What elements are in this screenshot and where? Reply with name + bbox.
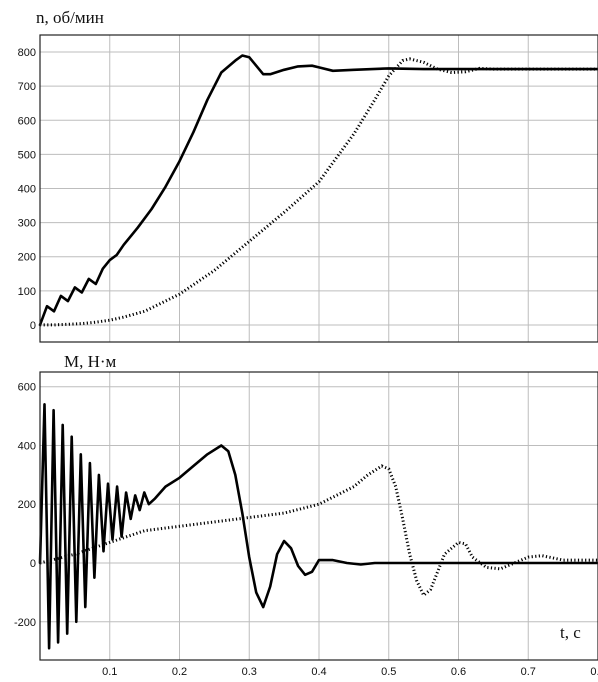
torque-x-tick-label: 0.3 xyxy=(242,666,257,678)
speed-grid xyxy=(40,35,598,342)
speed-y-tick-label: 600 xyxy=(18,115,36,127)
time-axis-label: t, c xyxy=(560,623,581,642)
torque-grid xyxy=(40,372,598,660)
speed-y-tick-label: 200 xyxy=(18,252,36,264)
torque-x-tick-label: 0.4 xyxy=(311,666,326,678)
speed-series-solid-line xyxy=(38,54,598,327)
speed-y-tick-label: 0 xyxy=(30,320,36,332)
torque-y-tick-label: 400 xyxy=(18,440,36,452)
speed-series xyxy=(38,54,598,327)
torque-x-tick-label: 0.6 xyxy=(451,666,466,678)
torque-series xyxy=(38,402,598,650)
speed-y-tick-label: 400 xyxy=(18,184,36,196)
speed-y-tick-label: 100 xyxy=(18,286,36,298)
torque-x-tick-label: 0.2 xyxy=(172,666,187,678)
torque-chart: 0.1 0.2 0.3 0.4 0.5 0.6 0.7 0.8 -200 0 200 400 600 М… xyxy=(14,352,598,678)
speed-chart: 0 100 200 300 400 500 600 700 800 n, об/мин xyxy=(18,8,598,343)
torque-x-tick-label: 0.1 xyxy=(102,666,117,678)
speed-series-dotted-line xyxy=(40,57,598,327)
torque-x-tick-label: 0.7 xyxy=(521,666,536,678)
speed-y-tick-label: 300 xyxy=(18,218,36,230)
speed-y-tick-label: 700 xyxy=(18,81,36,93)
torque-x-tick-label: 0.5 xyxy=(381,666,396,678)
torque-plot-frame xyxy=(39,371,598,661)
speed-axis-label: n, об/мин xyxy=(36,8,104,27)
torque-y-tick-label: 200 xyxy=(18,499,36,511)
torque-y-tick-label: -200 xyxy=(14,617,36,629)
torque-ticks: 0.1 0.2 0.3 0.4 0.5 0.6 0.7 0.8 -200 0 200 400 600 xyxy=(14,382,598,678)
speed-y-tick-label: 500 xyxy=(18,149,36,161)
torque-x-tick-label: 0.8 xyxy=(590,666,598,678)
speed-y-tick-label: 800 xyxy=(18,47,36,59)
torque-series-solid-line xyxy=(38,402,598,650)
speed-plot-frame xyxy=(39,34,598,343)
speed-ticks: 0 100 200 300 400 500 600 700 800 xyxy=(18,47,36,332)
torque-y-tick-label: 0 xyxy=(30,558,36,570)
torque-axis-label: М, Н·м xyxy=(64,352,117,371)
torque-y-tick-label: 600 xyxy=(18,382,36,394)
